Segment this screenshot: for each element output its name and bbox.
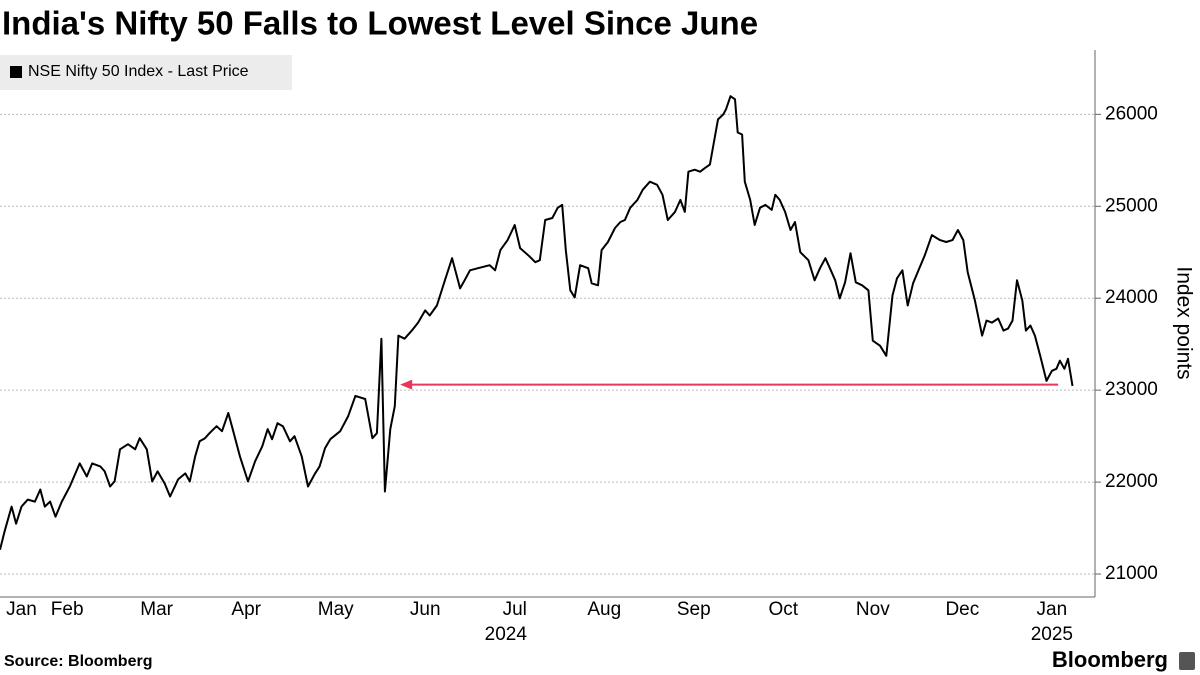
chart-title: India's Nifty 50 Falls to Lowest Level S…	[2, 5, 758, 42]
price-line	[0, 95, 1074, 551]
x-tick-label: Feb	[51, 599, 84, 620]
year-label: 2025	[1031, 624, 1073, 645]
year-label: 2024	[485, 624, 528, 645]
x-tick-label: Dec	[945, 599, 979, 620]
x-tick-label: Jul	[503, 599, 527, 620]
x-tick-label: Mar	[140, 599, 173, 620]
x-tick-label: Sep	[677, 599, 711, 620]
x-tick-label: May	[318, 599, 354, 620]
y-tick-label: 25000	[1105, 195, 1158, 216]
x-tick-label: Apr	[231, 599, 261, 620]
logo: Bloomberg	[1052, 647, 1168, 672]
y-axis-label: Index points	[1172, 266, 1195, 379]
legend-swatch	[10, 66, 22, 78]
x-tick-label: Oct	[769, 599, 799, 620]
y-tick-label: 24000	[1105, 287, 1158, 308]
x-tick-label: Aug	[587, 599, 621, 620]
x-tick-label: Nov	[856, 599, 890, 620]
legend-label: NSE Nifty 50 Index - Last Price	[28, 63, 249, 80]
x-tick-label: Jan	[1037, 599, 1068, 620]
x-tick-label: Jun	[410, 599, 441, 620]
y-tick-label: 23000	[1105, 379, 1158, 400]
y-tick-label: 21000	[1105, 563, 1158, 584]
x-tick-label: Jan	[6, 599, 37, 620]
arrow-head	[400, 379, 413, 390]
source: Source: Bloomberg	[4, 653, 152, 670]
y-tick-label: 26000	[1105, 103, 1158, 124]
legend-box	[0, 55, 292, 90]
logo-icon	[1179, 652, 1195, 670]
y-tick-label: 22000	[1105, 471, 1158, 492]
